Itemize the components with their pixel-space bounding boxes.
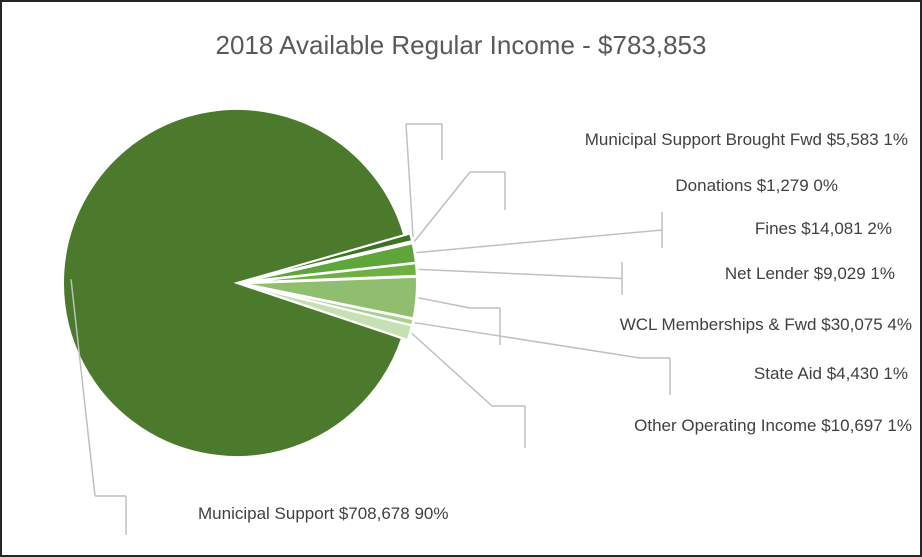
percent-label: 2% (867, 219, 892, 238)
data-label: Fines $14,081 2% (755, 219, 892, 238)
data-label: Municipal Support Brought Fwd $5,583 1% (585, 130, 908, 149)
category-name: Municipal Support (198, 504, 334, 523)
percent-label: 1% (883, 130, 908, 149)
percent-label: 0% (813, 176, 838, 195)
data-label: WCL Memberships & Fwd $30,075 4% (620, 315, 912, 334)
pie-slice (62, 108, 406, 458)
value-label: $10,697 (821, 416, 882, 435)
value-label: $1,279 (757, 176, 809, 195)
data-label: State Aid $4,430 1% (754, 364, 908, 383)
category-name: Other Operating Income (634, 416, 816, 435)
data-label: Municipal Support $708,678 90% (198, 504, 448, 523)
category-name: Municipal Support Brought Fwd (585, 130, 822, 149)
leader-line (413, 171, 471, 243)
data-label: Net Lender $9,029 1% (725, 264, 895, 283)
data-label: Other Operating Income $10,697 1% (634, 416, 912, 435)
value-label: $5,583 (827, 130, 879, 149)
percent-label: 90% (414, 504, 448, 523)
value-label: $708,678 (339, 504, 410, 523)
value-label: $4,430 (827, 364, 879, 383)
category-name: Fines (755, 219, 797, 238)
percent-label: 4% (887, 315, 912, 334)
leader-line (411, 332, 493, 407)
percent-label: 1% (883, 364, 908, 383)
category-name: WCL Memberships & Fwd (620, 315, 817, 334)
data-label: Donations $1,279 0% (675, 176, 838, 195)
value-label: $14,081 (801, 219, 862, 238)
percent-label: 1% (887, 416, 912, 435)
category-name: Donations (675, 176, 752, 195)
value-label: $30,075 (821, 315, 882, 334)
leader-line (418, 297, 471, 309)
leader-line (414, 321, 641, 359)
category-name: State Aid (754, 364, 822, 383)
value-label: $9,029 (814, 264, 866, 283)
leader-line (405, 123, 414, 237)
chart-title: 2018 Available Regular Income - $783,853 (216, 30, 707, 60)
leader-line (418, 268, 623, 280)
category-name: Net Lender (725, 264, 809, 283)
leader-line (70, 279, 96, 497)
leader-line (416, 229, 663, 254)
percent-label: 1% (870, 264, 895, 283)
